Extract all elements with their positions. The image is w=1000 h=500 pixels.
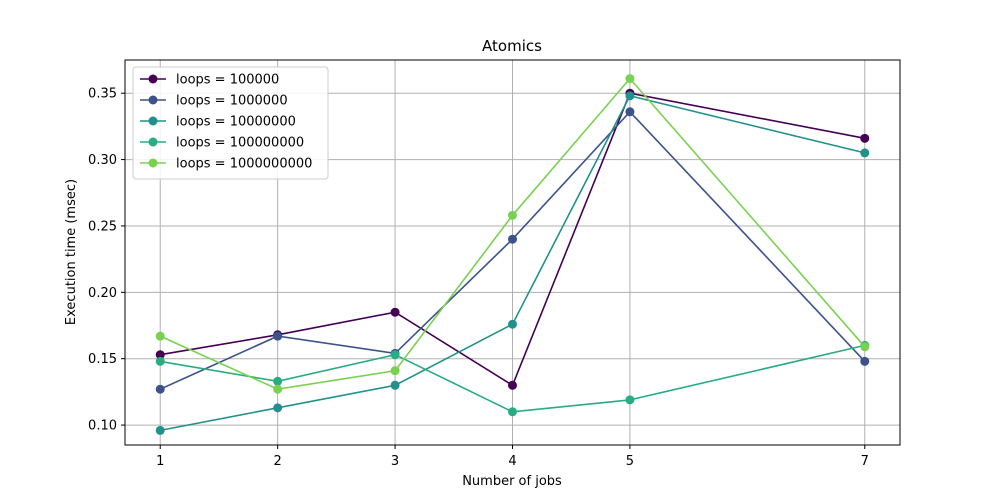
series-line	[160, 344, 865, 413]
series-line	[159, 77, 866, 391]
series-line	[160, 94, 865, 432]
x-tick-label: 4	[508, 454, 516, 469]
legend-label: loops = 10000000	[176, 115, 296, 130]
chart-title: Atomics	[482, 37, 542, 55]
data-point	[860, 356, 870, 366]
data-point	[390, 366, 400, 376]
data-point	[508, 234, 517, 244]
data-point	[625, 107, 635, 117]
legend-marker	[148, 116, 158, 126]
y-axis-label: Execution time (msec)	[64, 179, 79, 325]
x-axis-label: Number of jobs	[462, 474, 562, 489]
y-tick-label: 0.30	[88, 153, 117, 168]
legend-marker	[148, 95, 158, 105]
data-point	[273, 376, 283, 386]
y-tick-label: 0.15	[88, 352, 117, 367]
data-point	[625, 74, 635, 84]
data-point	[273, 403, 283, 413]
legend-label: loops = 100000	[176, 73, 279, 88]
y-tick-label: 0.25	[88, 219, 117, 234]
data-point	[508, 380, 517, 390]
data-point	[273, 384, 283, 394]
data-point	[155, 384, 165, 394]
data-point	[625, 395, 635, 405]
x-tick-label: 5	[626, 454, 634, 469]
data-point	[508, 210, 517, 220]
data-point	[625, 91, 635, 101]
x-tick-label: 3	[391, 454, 399, 469]
legend-label: loops = 1000000000	[176, 157, 312, 172]
legend-label: loops = 1000000	[176, 94, 288, 109]
data-point	[390, 380, 400, 390]
data-point	[860, 148, 870, 158]
data-point	[273, 331, 283, 341]
x-tick-label: 2	[274, 454, 282, 469]
legend-item: loops = 100000	[140, 73, 279, 88]
legend: loops = 100000 loops = 1000000 loops = 100…	[132, 66, 329, 180]
data-point	[508, 407, 517, 417]
x-tick-label: 7	[861, 454, 869, 469]
x-tick-label: 1	[156, 454, 164, 469]
series-group	[155, 74, 870, 435]
legend-marker	[148, 74, 158, 84]
x-axis-ticks: 1 2 3 4 5 7	[156, 445, 869, 469]
data-point	[155, 331, 165, 341]
y-axis-ticks: 0.10 0.15 0.20 0.25 0.30 0.35	[88, 87, 125, 434]
legend-item: loops = 1000000000	[140, 157, 312, 172]
series-5	[155, 74, 870, 394]
y-tick-label: 0.10	[88, 419, 117, 434]
data-point	[155, 350, 165, 360]
data-point	[155, 425, 165, 435]
series-line	[160, 92, 865, 387]
legend-marker	[148, 158, 158, 168]
legend-item: loops = 10000000	[140, 115, 296, 130]
data-point	[390, 350, 400, 360]
data-point	[155, 356, 165, 366]
data-point	[508, 319, 517, 329]
data-point	[390, 307, 400, 317]
data-point	[860, 342, 870, 352]
series-3	[155, 91, 870, 435]
legend-label: loops = 100000000	[176, 136, 304, 151]
legend-item: loops = 100000000	[140, 136, 304, 151]
legend-item: loops = 1000000	[140, 94, 288, 109]
y-tick-label: 0.35	[88, 87, 117, 102]
data-point	[860, 133, 870, 143]
legend-marker	[148, 137, 158, 147]
series-line	[159, 110, 866, 390]
grid-lines	[125, 60, 900, 445]
legend-box	[132, 66, 329, 180]
y-tick-label: 0.20	[88, 286, 117, 301]
